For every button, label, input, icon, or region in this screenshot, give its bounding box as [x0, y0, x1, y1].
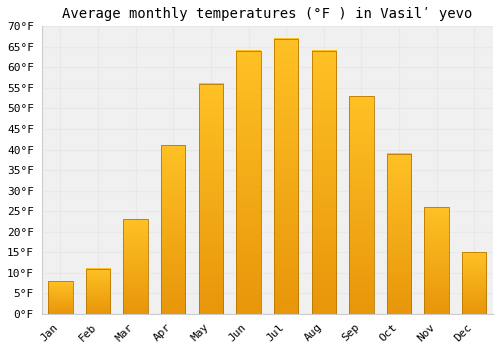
Bar [236, 51, 260, 314]
Bar [312, 51, 336, 314]
Bar [274, 38, 298, 314]
Bar [48, 281, 72, 314]
Bar [462, 252, 486, 314]
Bar [387, 154, 411, 314]
Bar [198, 84, 223, 314]
Bar [424, 207, 449, 314]
Bar [124, 219, 148, 314]
Bar [161, 146, 186, 314]
Title: Average monthly temperatures (°F ) in Vasilʹ yevo: Average monthly temperatures (°F ) in Va… [62, 7, 472, 21]
Bar [86, 269, 110, 314]
Bar [349, 96, 374, 314]
